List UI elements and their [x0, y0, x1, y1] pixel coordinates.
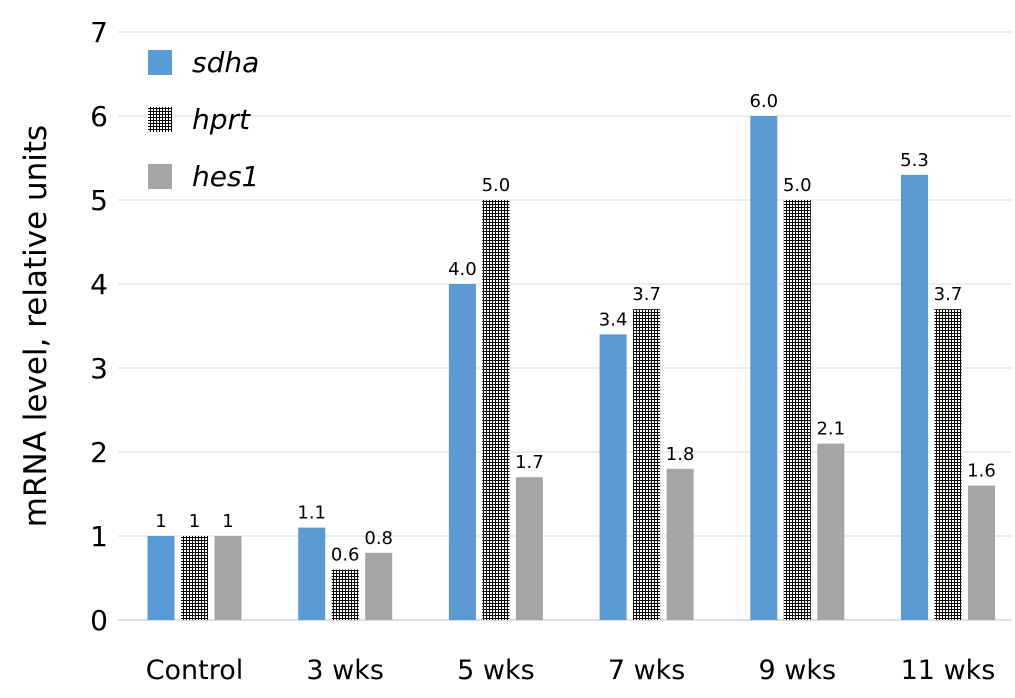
bar-sdha [750, 116, 778, 620]
bar-hprt [181, 536, 208, 620]
data-label: 1.6 [967, 461, 996, 482]
legend-swatch-sdha [148, 50, 172, 75]
x-tick-label: 11 wks [901, 655, 996, 686]
y-tick-label: 2 [90, 436, 108, 469]
data-label: 6.0 [749, 91, 778, 112]
x-tick-label: 7 wks [608, 655, 686, 686]
data-label: 2.1 [816, 419, 845, 440]
bar-hprt [934, 309, 962, 620]
x-tick-label: 3 wks [306, 655, 384, 686]
bar-sdha [298, 527, 326, 620]
bar-sdha [448, 284, 476, 620]
data-label: 5.0 [482, 175, 511, 196]
bar-hprt [633, 309, 661, 620]
data-label: 3.7 [934, 284, 963, 305]
bar-hes1 [365, 552, 393, 620]
legend-swatch-hprt [148, 107, 172, 132]
bar-sdha [901, 174, 928, 621]
data-label: 1.8 [666, 444, 695, 465]
bar-hes1 [214, 536, 242, 620]
data-label: 1 [155, 511, 166, 532]
legend-swatch-hes1 [148, 164, 172, 189]
legend-label: hprt [192, 103, 251, 136]
y-tick-label: 4 [90, 268, 108, 301]
bar-sdha [147, 536, 175, 620]
y-tick-label: 6 [90, 100, 108, 133]
data-label: 5.0 [783, 175, 812, 196]
bar-hes1 [666, 468, 694, 620]
y-axis-label: mRNA level, relative units [18, 125, 54, 527]
bar-hprt [783, 200, 811, 620]
data-label: 1.7 [515, 452, 544, 473]
bar-hprt [331, 569, 359, 620]
bar-sdha [599, 334, 627, 620]
data-label: 1 [222, 511, 233, 532]
x-tick-label: 5 wks [457, 655, 535, 686]
y-tick-label: 3 [90, 352, 108, 385]
data-label: 1.1 [297, 503, 326, 524]
data-label: 1 [189, 511, 200, 532]
y-tick-label: 5 [90, 184, 108, 217]
data-label: 4.0 [448, 259, 477, 280]
data-label: 5.3 [900, 150, 929, 171]
x-tick-label: 9 wks [759, 655, 837, 686]
bar-hes1 [968, 485, 995, 620]
bar-hprt [482, 200, 510, 620]
data-label: 3.4 [599, 309, 628, 330]
y-tick-label: 1 [90, 520, 108, 553]
y-tick-label: 0 [90, 604, 108, 637]
data-label: 0.6 [331, 545, 360, 566]
bar-hes1 [817, 443, 845, 620]
data-label: 3.7 [632, 284, 661, 305]
data-label: 0.8 [364, 528, 393, 549]
x-tick-label: Control [146, 655, 244, 686]
legend-label: sdha [192, 46, 259, 79]
legend-label: hes1 [192, 160, 259, 193]
y-tick-label: 7 [90, 16, 108, 49]
bar-hes1 [515, 477, 543, 620]
